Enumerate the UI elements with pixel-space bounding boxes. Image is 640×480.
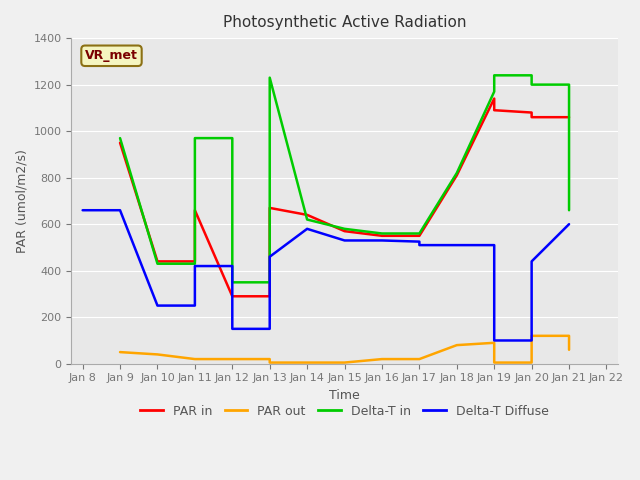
Text: VR_met: VR_met <box>85 49 138 62</box>
Y-axis label: PAR (umol/m2/s): PAR (umol/m2/s) <box>15 149 28 253</box>
Legend: PAR in, PAR out, Delta-T in, Delta-T Diffuse: PAR in, PAR out, Delta-T in, Delta-T Dif… <box>136 400 554 422</box>
X-axis label: Time: Time <box>329 389 360 402</box>
Title: Photosynthetic Active Radiation: Photosynthetic Active Radiation <box>223 15 467 30</box>
